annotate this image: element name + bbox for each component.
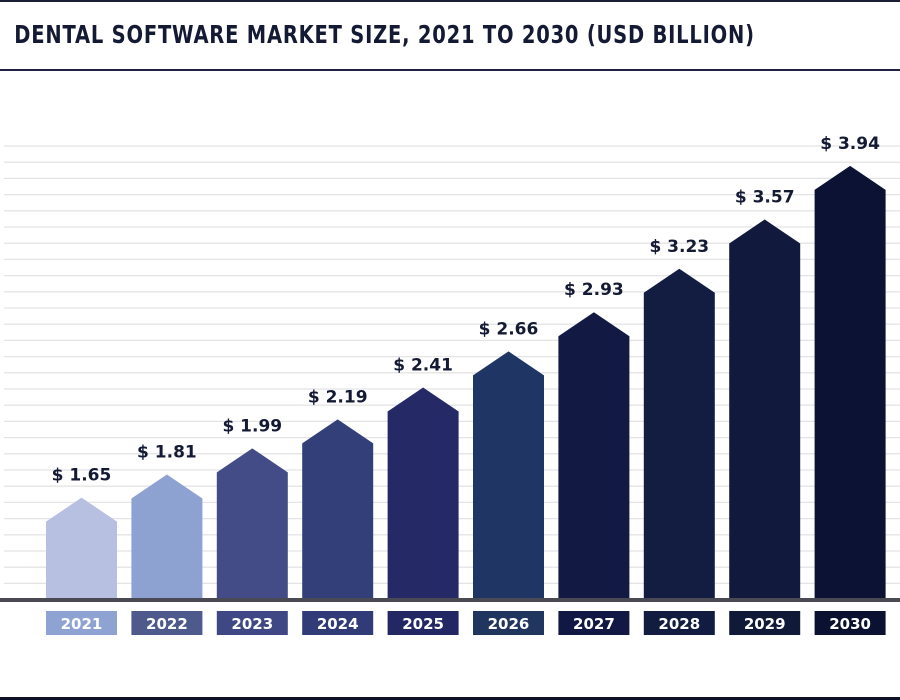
data-label-2028: $ 3.23 (649, 237, 709, 257)
category-box-2029 (729, 611, 801, 635)
data-label-2025: $ 2.41 (393, 356, 453, 376)
x-tick-label-2027: 2027 (573, 615, 615, 633)
title-divider (0, 69, 900, 71)
bar-2028 (643, 268, 715, 599)
x-axis-line (0, 598, 900, 602)
x-tick-label-2029: 2029 (744, 615, 786, 633)
bar-2026 (473, 351, 544, 599)
x-tick-label-2023: 2023 (231, 615, 273, 633)
data-label-2027: $ 2.93 (564, 280, 624, 300)
bar-2024 (302, 419, 374, 599)
x-tick-label-2024: 2024 (317, 615, 359, 633)
category-box-2024 (302, 611, 374, 635)
bar-2029 (729, 219, 801, 599)
category-box-2023 (216, 611, 288, 635)
data-label-2024: $ 2.19 (308, 387, 368, 407)
bottom-border (0, 697, 900, 700)
category-box-2030 (814, 611, 886, 635)
x-tick-label-2028: 2028 (658, 615, 700, 633)
category-box-2028 (643, 611, 715, 635)
data-label-2030: $ 3.94 (820, 134, 880, 154)
bar-2027 (558, 312, 630, 599)
data-label-2021: $ 1.65 (52, 466, 112, 486)
top-border (0, 0, 900, 2)
data-label-2026: $ 2.66 (479, 319, 539, 339)
category-box-2027 (558, 611, 630, 635)
data-label-2022: $ 1.81 (137, 442, 197, 462)
bar-2022 (131, 474, 203, 599)
category-box-2021 (46, 611, 117, 635)
bar-2023 (216, 448, 288, 599)
category-box-2022 (131, 611, 203, 635)
x-tick-label-2026: 2026 (488, 615, 530, 633)
data-label-2029: $ 3.57 (735, 188, 795, 208)
data-label-2023: $ 1.99 (222, 416, 282, 436)
bar-2025 (387, 387, 459, 599)
bar-2030 (814, 165, 886, 599)
chart-title: DENTAL SOFTWARE MARKET SIZE, 2021 TO 203… (14, 20, 755, 49)
category-box-2025 (387, 611, 459, 635)
bar-2021 (46, 497, 117, 599)
x-tick-label-2021: 2021 (61, 615, 103, 633)
x-tick-label-2022: 2022 (146, 615, 188, 633)
x-tick-label-2025: 2025 (402, 615, 444, 633)
x-tick-label-2030: 2030 (829, 615, 871, 633)
category-box-2026 (473, 611, 544, 635)
